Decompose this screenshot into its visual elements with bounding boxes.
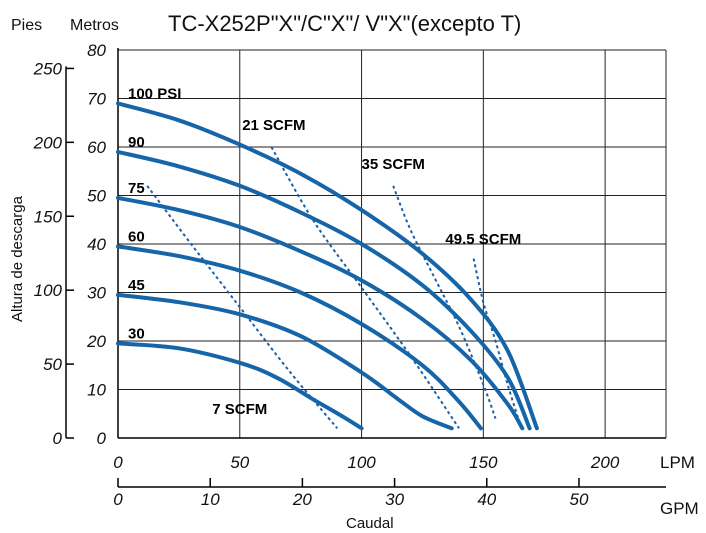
label-30: 30	[128, 325, 145, 342]
y-tick-ft-250: 250	[33, 59, 63, 78]
y-tick-m-30: 30	[87, 284, 106, 303]
air-line-49-5-scfm	[472, 258, 521, 424]
x-tick-lpm-100: 100	[347, 453, 376, 472]
x-tick-gpm-10: 10	[201, 490, 220, 509]
x-tick-gpm-0: 0	[113, 490, 123, 509]
curve-45	[116, 292, 454, 431]
y-tick-m-50: 50	[87, 187, 106, 206]
y-tick-ft-200: 200	[33, 133, 63, 152]
label-7-scfm: 7 SCFM	[212, 401, 267, 418]
curve-90	[116, 149, 532, 431]
y-tick-m-0: 0	[97, 429, 107, 448]
y-tick-ft-100: 100	[34, 281, 63, 300]
x-tick-lpm-150: 150	[469, 453, 498, 472]
meters-axis-header: Metros	[70, 17, 119, 34]
label-100-psi: 100 PSI	[128, 85, 181, 102]
curve-60	[116, 244, 483, 431]
lpm-unit-label: LPM	[660, 453, 695, 472]
air-line-35-scfm	[392, 185, 497, 419]
label-21-scfm: 21 SCFM	[242, 117, 305, 134]
curve-30	[116, 341, 364, 431]
x-tick-gpm-40: 40	[477, 490, 496, 509]
chart-title: TC-X252P"X"/C"X"/ V"X"(excepto T)	[168, 11, 521, 36]
y-tick-m-40: 40	[87, 235, 106, 254]
y-tick-ft-0: 0	[53, 429, 63, 448]
y-tick-m-20: 20	[86, 332, 106, 351]
gpm-unit-label: GPM	[660, 499, 699, 518]
curve-labels: 100 PSI 90 75 60 45 30 7 SCFM 21 SCFM 35 SCFM 49.…	[128, 85, 521, 417]
x-tick-lpm-0: 0	[113, 453, 123, 472]
curve-100-psi	[116, 101, 539, 431]
air-line-7-scfm	[146, 185, 338, 429]
y-tick-m-80: 80	[87, 41, 106, 60]
x-tick-lpm-50: 50	[230, 453, 249, 472]
x-axis-title: Caudal	[346, 515, 394, 532]
label-75: 75	[128, 180, 145, 197]
performance-curves	[116, 101, 539, 431]
x-tick-gpm-20: 20	[292, 490, 312, 509]
x-tick-gpm-30: 30	[385, 490, 404, 509]
air-line-21-scfm	[270, 146, 460, 429]
label-90: 90	[128, 134, 145, 151]
label-49-5-scfm: 49.5 SCFM	[445, 231, 521, 248]
y-axis-title: Altura de descarga	[9, 195, 26, 322]
label-35-scfm: 35 SCFM	[362, 156, 425, 173]
y-tick-m-60: 60	[87, 138, 106, 157]
grid	[118, 49, 667, 438]
y-tick-m-70: 70	[87, 90, 106, 109]
label-45: 45	[128, 277, 145, 294]
curve-75	[116, 195, 525, 431]
y-tick-m-10: 10	[87, 381, 106, 400]
x-tick-gpm-50: 50	[570, 490, 589, 509]
feet-axis-header: Pies	[11, 17, 42, 34]
label-60: 60	[128, 228, 145, 245]
y-tick-ft-50: 50	[43, 355, 62, 374]
y-tick-ft-150: 150	[34, 207, 63, 226]
x-tick-lpm-200: 200	[590, 453, 620, 472]
air-consumption-lines	[146, 146, 521, 429]
